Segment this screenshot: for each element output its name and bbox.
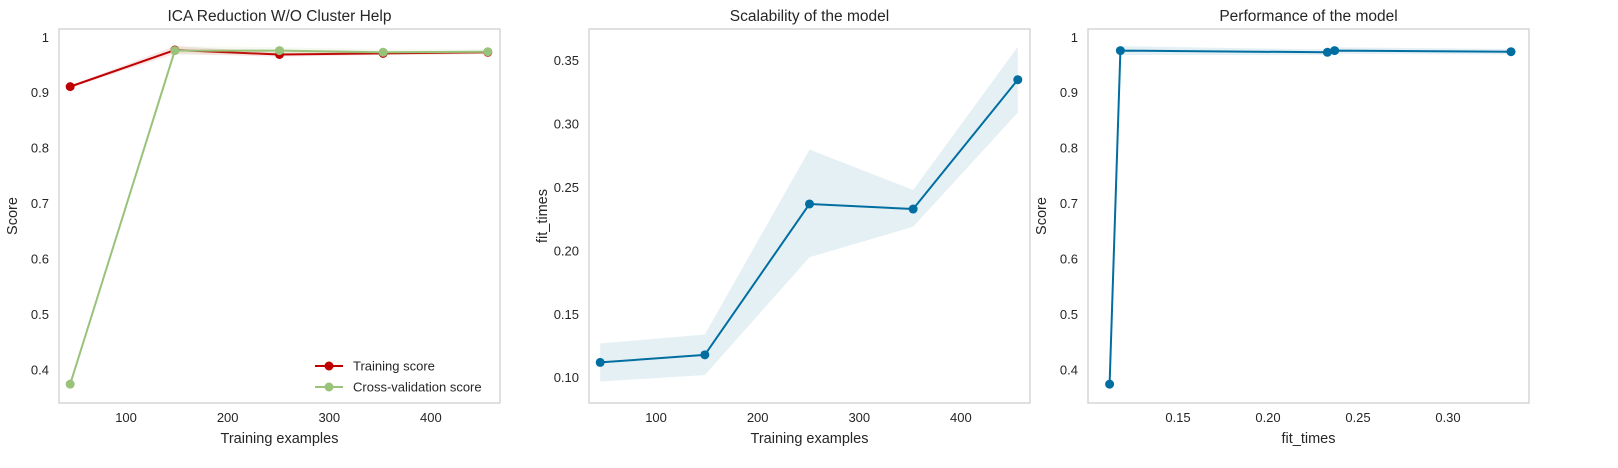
x-axis-label: fit_times	[1282, 431, 1336, 447]
y-tick-label: 0.4	[31, 362, 49, 377]
data-point	[275, 46, 284, 56]
x-tick-label: 100	[645, 410, 667, 425]
data-point	[483, 47, 493, 57]
data-point	[805, 199, 814, 209]
y-tick-label: 0.25	[554, 180, 579, 195]
series-2	[65, 46, 493, 389]
plot-title: ICA Reduction W/O Cluster Help	[168, 8, 392, 25]
data-point	[1115, 46, 1125, 56]
x-tick-label: 100	[115, 410, 137, 425]
subplot-3: 0.15 0.20 0.25 0.30 0.4 0.5 0.6 0.7 0.8 0.9 1 Perfo…	[1034, 8, 1530, 447]
y-axis-label: fit_times	[535, 189, 551, 243]
y-axis-label: Score	[5, 197, 21, 235]
data-point	[1013, 75, 1023, 85]
legend-item: Training score	[315, 359, 435, 374]
x-tick-label: 400	[950, 410, 972, 425]
plot-area	[59, 29, 500, 403]
series-1	[595, 46, 1023, 382]
legend-swatch-marker	[324, 382, 334, 392]
legend: Training score Cross-validation score	[315, 359, 482, 395]
legend-label: Training score	[353, 359, 435, 374]
y-tick-label: 0.30	[554, 117, 579, 132]
y-tick-label: 0.4	[1060, 362, 1078, 377]
x-axis-label: Training examples	[221, 431, 339, 447]
data-point	[1105, 379, 1115, 389]
y-tick-label: 0.8	[1060, 141, 1078, 156]
legend-label: Cross-validation score	[353, 380, 482, 395]
subplot-2: 100 200 300 400 0.10 0.15 0.20 0.25 0.30 0.35 Scal…	[535, 8, 1031, 447]
axes-frame	[1087, 28, 1530, 404]
data-point	[1322, 47, 1332, 57]
y-tick-label: 0.5	[31, 307, 49, 322]
plot-area	[589, 29, 1030, 403]
plot-title: Scalability of the model	[730, 8, 889, 25]
y-tick-label: 1	[1071, 30, 1078, 45]
plot-title: Performance of the model	[1219, 8, 1397, 25]
y-tick-label: 0.5	[1060, 307, 1078, 322]
data-point	[595, 357, 605, 367]
data-point	[378, 47, 388, 57]
axes-frame	[58, 28, 501, 404]
x-tick-label: 0.30	[1435, 410, 1460, 425]
y-tick-label: 0.7	[31, 196, 49, 211]
axes-frame	[588, 28, 1031, 404]
x-tick-label: 200	[747, 410, 769, 425]
series-1	[1105, 46, 1516, 389]
data-point	[170, 46, 180, 56]
y-tick-label: 0.10	[554, 370, 579, 385]
x-tick-label: 0.25	[1345, 410, 1370, 425]
x-tick-label: 0.20	[1255, 410, 1280, 425]
y-tick-label: 0.8	[31, 141, 49, 156]
y-axis-label: Score	[1034, 197, 1050, 235]
data-point	[65, 379, 75, 389]
confidence-band	[600, 46, 1018, 382]
x-tick-label: 300	[848, 410, 870, 425]
x-tick-label: 300	[318, 410, 340, 425]
y-tick-label: 0.9	[1060, 85, 1078, 100]
y-tick-label: 0.9	[31, 85, 49, 100]
x-axis-label: Training examples	[751, 431, 869, 447]
y-tick-label: 1	[42, 30, 49, 45]
legend-swatch-marker	[324, 361, 334, 371]
data-point	[65, 82, 75, 92]
x-tick-label: 400	[420, 410, 442, 425]
y-tick-label: 0.15	[554, 307, 579, 322]
y-tick-label: 0.20	[554, 243, 579, 258]
data-point	[1330, 46, 1340, 56]
y-tick-label: 0.7	[1060, 196, 1078, 211]
data-point	[908, 204, 918, 214]
data-point	[700, 350, 710, 360]
y-tick-label: 0.6	[31, 251, 49, 266]
data-point	[1506, 47, 1516, 57]
x-tick-label: 0.15	[1165, 410, 1190, 425]
subplot-1: 100 200 300 400 0.4 0.5 0.6 0.7 0.8 0.9 1 ICA Reduc…	[5, 8, 501, 447]
plot-area	[1088, 29, 1529, 403]
y-tick-label: 0.35	[554, 53, 579, 68]
legend-item: Cross-validation score	[315, 380, 482, 395]
x-tick-label: 200	[217, 410, 239, 425]
y-tick-label: 0.6	[1060, 251, 1078, 266]
